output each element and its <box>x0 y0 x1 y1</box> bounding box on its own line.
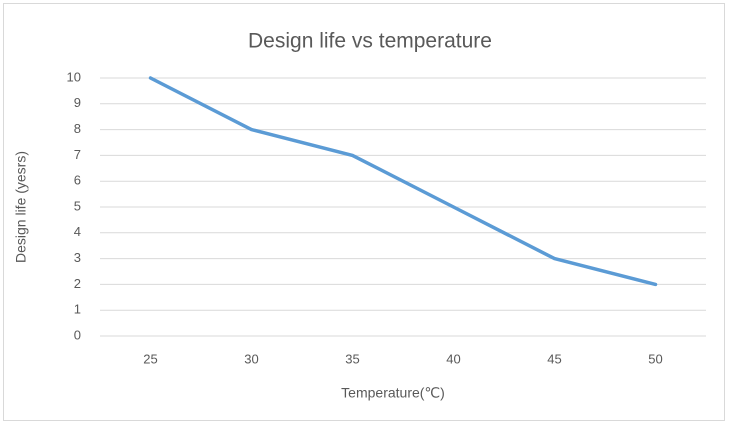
x-tick-label: 50 <box>648 351 662 366</box>
x-tick-label: 45 <box>547 351 561 366</box>
y-tick-label: 2 <box>74 276 81 291</box>
chart-title: Design life vs temperature <box>248 30 492 53</box>
chart-border <box>3 3 725 421</box>
x-tick-label: 40 <box>446 351 460 366</box>
x-tick-label: 25 <box>143 351 157 366</box>
y-tick-label: 10 <box>67 69 81 84</box>
x-tick-label: 30 <box>244 351 258 366</box>
y-axis-label: Design life (yesrs) <box>13 151 29 263</box>
data-line <box>148 76 658 287</box>
y-tick-label: 0 <box>74 327 81 342</box>
x-axis-label: Temperature(℃) <box>341 385 445 401</box>
y-tick-label: 7 <box>74 147 81 162</box>
y-tick-label: 6 <box>74 173 81 188</box>
x-tick-label: 35 <box>345 351 359 366</box>
y-tick-label: 5 <box>74 198 81 213</box>
y-tick-label: 3 <box>74 250 81 265</box>
y-tick-label: 4 <box>74 224 81 239</box>
y-tick-label: 8 <box>74 121 81 136</box>
y-tick-label: 9 <box>74 95 81 110</box>
y-tick-label: 1 <box>74 302 81 317</box>
